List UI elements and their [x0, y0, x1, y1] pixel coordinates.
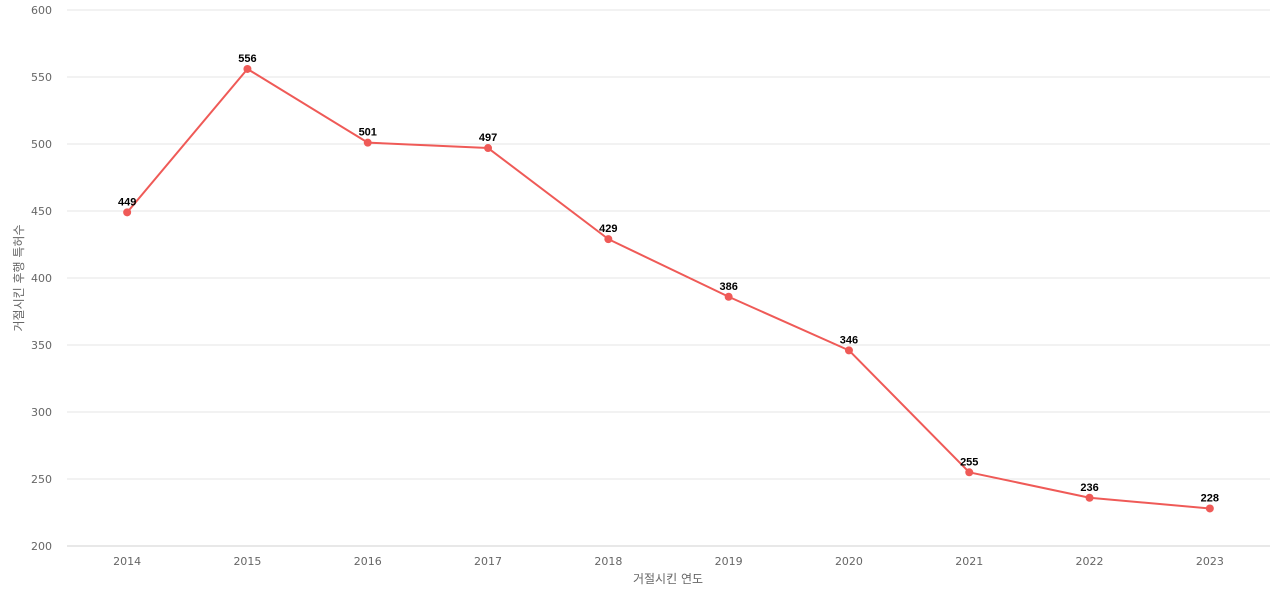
x-tick-label: 2021	[955, 555, 983, 568]
x-tick-label: 2018	[594, 555, 622, 568]
series	[123, 64, 1214, 513]
data-point[interactable]	[484, 144, 493, 153]
y-axis-ticks: 200 250 300 350 400 450 500 550 600	[31, 4, 52, 553]
y-tick-label: 350	[31, 339, 52, 352]
data-label: 386	[719, 281, 737, 293]
y-tick-label: 250	[31, 473, 52, 486]
data-label: 228	[1201, 492, 1219, 504]
data-label: 501	[359, 127, 377, 139]
x-tick-label: 2019	[715, 555, 743, 568]
y-tick-label: 500	[31, 138, 52, 151]
data-point[interactable]	[363, 138, 372, 147]
x-tick-label: 2016	[354, 555, 382, 568]
data-labels: 449 556 501 497 429 386 346 255 236 228	[118, 53, 1219, 505]
x-axis-title: 거절시킨 연도	[633, 572, 703, 586]
x-tick-label: 2022	[1076, 555, 1104, 568]
grid	[67, 9, 1270, 547]
x-tick-label: 2015	[233, 555, 261, 568]
y-tick-label: 550	[31, 71, 52, 84]
y-axis-title: 거절시킨 후행 특허수	[11, 225, 26, 332]
y-tick-label: 600	[31, 4, 52, 17]
data-label: 497	[479, 132, 497, 144]
y-tick-label: 450	[31, 205, 52, 218]
data-point[interactable]	[1205, 504, 1214, 513]
x-axis-ticks: 2014 2015 2016 2017 2018 2019 2020 2021 2022 2023	[113, 555, 1224, 568]
data-label: 429	[599, 223, 617, 235]
series-line	[126, 67, 1210, 510]
y-tick-label: 300	[31, 406, 52, 419]
data-point[interactable]	[604, 235, 613, 244]
data-point[interactable]	[724, 292, 733, 301]
data-label: 449	[118, 196, 136, 208]
x-tick-label: 2017	[474, 555, 502, 568]
y-tick-label: 400	[31, 272, 52, 285]
data-label: 236	[1080, 482, 1098, 494]
data-point[interactable]	[965, 468, 974, 477]
data-label: 346	[840, 334, 858, 346]
x-tick-label: 2014	[113, 555, 141, 568]
data-point[interactable]	[844, 346, 853, 355]
x-tick-label: 2020	[835, 555, 863, 568]
data-label: 255	[960, 456, 978, 468]
data-point[interactable]	[243, 64, 252, 73]
data-point[interactable]	[1085, 493, 1094, 502]
data-point[interactable]	[123, 208, 132, 217]
y-tick-label: 200	[31, 540, 52, 553]
data-label: 556	[238, 53, 256, 65]
x-tick-label: 2023	[1196, 555, 1224, 568]
